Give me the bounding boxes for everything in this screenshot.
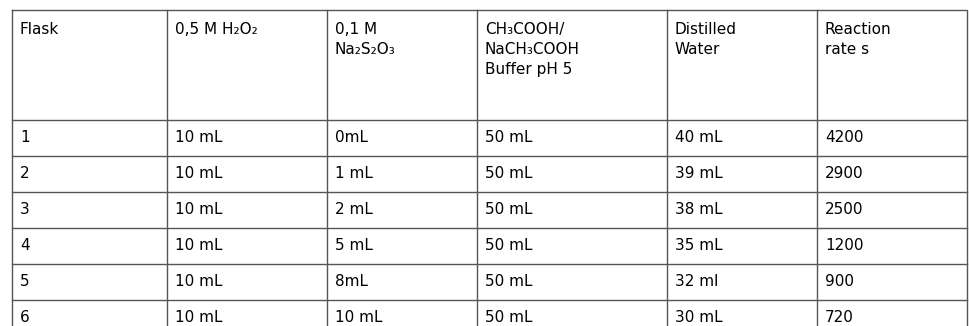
Text: 0,1 M
Na₂S₂O₃: 0,1 M Na₂S₂O₃	[335, 22, 395, 57]
Text: 2 mL: 2 mL	[335, 202, 373, 217]
Text: 5 mL: 5 mL	[335, 239, 373, 254]
Text: 10 mL: 10 mL	[175, 202, 223, 217]
Text: 2900: 2900	[825, 167, 863, 182]
Text: 50 mL: 50 mL	[485, 274, 533, 289]
Text: 2: 2	[20, 167, 30, 182]
Text: 50 mL: 50 mL	[485, 202, 533, 217]
Text: 10 mL: 10 mL	[175, 274, 223, 289]
Text: 32 ml: 32 ml	[675, 274, 718, 289]
Text: 40 mL: 40 mL	[675, 130, 723, 145]
Text: 900: 900	[825, 274, 854, 289]
Text: 50 mL: 50 mL	[485, 239, 533, 254]
Text: 50 mL: 50 mL	[485, 167, 533, 182]
Text: 30 mL: 30 mL	[675, 310, 723, 325]
Text: 1200: 1200	[825, 239, 863, 254]
Text: 50 mL: 50 mL	[485, 130, 533, 145]
Text: 0mL: 0mL	[335, 130, 368, 145]
Text: 10 mL: 10 mL	[175, 130, 223, 145]
Text: 4200: 4200	[825, 130, 863, 145]
Text: 5: 5	[20, 274, 30, 289]
Text: 0,5 M H₂O₂: 0,5 M H₂O₂	[175, 22, 258, 37]
Text: 10 mL: 10 mL	[175, 167, 223, 182]
Text: 39 mL: 39 mL	[675, 167, 723, 182]
Text: 2500: 2500	[825, 202, 863, 217]
Text: 35 mL: 35 mL	[675, 239, 723, 254]
Text: 38 mL: 38 mL	[675, 202, 723, 217]
Text: Distilled
Water: Distilled Water	[675, 22, 737, 57]
Text: 50 mL: 50 mL	[485, 310, 533, 325]
Text: 1 mL: 1 mL	[335, 167, 373, 182]
Text: 10 mL: 10 mL	[175, 239, 223, 254]
Text: Reaction
rate s: Reaction rate s	[825, 22, 891, 57]
Text: 10 mL: 10 mL	[335, 310, 383, 325]
Text: Flask: Flask	[20, 22, 59, 37]
Text: 1: 1	[20, 130, 30, 145]
Text: 6: 6	[20, 310, 30, 325]
Text: CH₃COOH/
NaCH₃COOH
Buffer pH 5: CH₃COOH/ NaCH₃COOH Buffer pH 5	[485, 22, 580, 77]
Text: 8mL: 8mL	[335, 274, 368, 289]
Text: 4: 4	[20, 239, 30, 254]
Text: 720: 720	[825, 310, 854, 325]
Text: 3: 3	[20, 202, 30, 217]
Text: 10 mL: 10 mL	[175, 310, 223, 325]
